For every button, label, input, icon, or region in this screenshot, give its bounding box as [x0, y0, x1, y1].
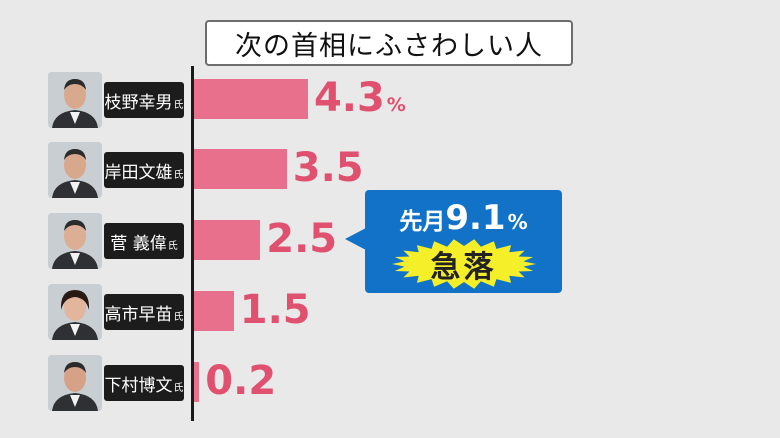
value-number: 1.5: [239, 287, 311, 333]
callout-prefix: 先月: [399, 209, 446, 235]
callout-box: 先月9.1% 急落: [365, 190, 562, 293]
bar-row: 菅 義偉氏 2.5: [0, 211, 780, 273]
bar-row: 下村博文氏 0.2: [0, 353, 780, 415]
value-label: 2.5: [266, 215, 337, 263]
bar-row: 高市早苗氏 1.5: [0, 282, 780, 344]
value-label: 0.2: [205, 357, 276, 405]
callout-number: 9.1: [445, 198, 506, 238]
callout-label: 急落: [430, 250, 497, 285]
person-name: 岸田文雄: [104, 162, 173, 183]
bar: [194, 79, 308, 119]
value-number: 4.3: [313, 75, 385, 121]
person-name-suffix: 氏: [173, 383, 184, 394]
person-name-label: 菅 義偉氏: [104, 223, 184, 259]
person-name-label: 高市早苗氏: [104, 294, 184, 330]
value-unit: %: [386, 94, 406, 116]
bar-row: 岸田文雄氏 3.5: [0, 140, 780, 202]
bar: [194, 220, 261, 260]
person-photo: [48, 72, 102, 128]
bar-row: 枝野幸男氏 4.3%: [0, 70, 780, 132]
person-photo: [48, 142, 102, 198]
person-photo: [48, 355, 102, 411]
person-name: 下村博文: [104, 375, 173, 396]
value-number: 2.5: [266, 216, 338, 262]
person-name: 高市早苗: [104, 304, 173, 325]
value-label: 3.5: [293, 144, 364, 192]
y-axis-line: [191, 66, 194, 421]
person-name: 菅 義偉: [110, 233, 167, 254]
person-photo: [48, 213, 102, 269]
person-name-suffix: 氏: [173, 100, 184, 111]
person-name-label: 枝野幸男氏: [104, 82, 184, 118]
person-name-suffix: 氏: [167, 241, 178, 252]
person-photo: [48, 284, 102, 340]
bar: [194, 149, 287, 189]
bar: [194, 362, 200, 402]
value-label: 4.3%: [314, 74, 406, 129]
callout-pointer: [345, 228, 366, 250]
person-name-label: 岸田文雄氏: [104, 152, 184, 188]
bar: [194, 291, 234, 331]
person-name-suffix: 氏: [173, 170, 184, 181]
value-label: 1.5: [240, 286, 311, 334]
callout-unit: %: [507, 210, 528, 234]
callout-previous-month: 先月9.1%: [365, 198, 562, 238]
person-name-label: 下村博文氏: [104, 365, 184, 401]
person-name: 枝野幸男: [104, 92, 173, 113]
value-number: 3.5: [292, 145, 364, 191]
chart-title: 次の首相にふさわしい人: [205, 20, 573, 66]
starburst-icon: [392, 239, 536, 289]
person-name-suffix: 氏: [173, 312, 184, 323]
value-number: 0.2: [205, 358, 277, 404]
